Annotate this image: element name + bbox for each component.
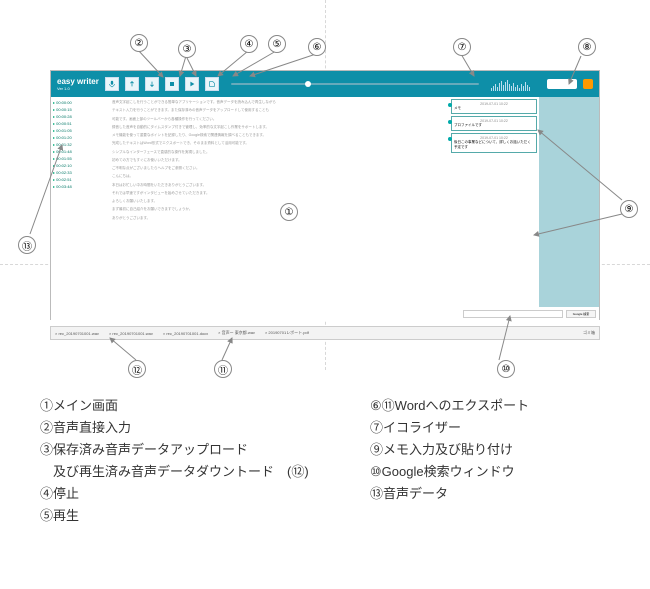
timestamp-item[interactable]: 00:00:00 — [53, 99, 107, 106]
file-tab[interactable]: rec_20190701001.wav — [109, 331, 153, 336]
memo-item[interactable]: 2019-07-01 10:22後日この事業などについて、詳しくお話いただく予定… — [451, 133, 537, 153]
timestamp-sidebar: 00:00:0000:00:1500:00:2800:00:5100:01:05… — [51, 97, 109, 307]
callout-1: ① — [280, 203, 298, 221]
stop-button[interactable] — [165, 77, 179, 91]
timestamp-item[interactable]: 00:01:48 — [53, 148, 107, 155]
equalizer — [491, 77, 541, 91]
main-editor[interactable]: 音声文字起こしを行うことができる簡単なアプリケーションです。音声データを読み込ん… — [109, 97, 449, 307]
timestamp-item[interactable]: 00:00:28 — [53, 113, 107, 120]
notify-icon[interactable] — [583, 79, 593, 89]
download-button[interactable] — [145, 77, 159, 91]
memo-panel: 2019-07-01 10:22メモ 2019-07-01 10:22プロファイル… — [449, 97, 539, 307]
callout-3: ③ — [178, 40, 196, 58]
callout-4: ④ — [240, 35, 258, 53]
trash-button[interactable]: ゴミ箱 — [583, 330, 595, 336]
app-logo: easy writer — [57, 78, 99, 86]
google-search-button[interactable]: Google 検索 — [566, 310, 596, 318]
user-chip[interactable] — [547, 79, 577, 89]
timestamp-item[interactable]: 00:02:51 — [53, 176, 107, 183]
timestamp-item[interactable]: 00:03:48 — [53, 183, 107, 190]
legend-right: ⑥⑪Wordへのエクスポート⑦イコライザー⑨メモ入力及び貼り付け⑩Google検… — [370, 395, 529, 505]
callout-9: ⑨ — [620, 200, 638, 218]
timestamp-item[interactable]: 00:00:15 — [53, 106, 107, 113]
timestamp-item[interactable]: 00:01:20 — [53, 134, 107, 141]
callout-12: ⑫ — [128, 360, 146, 378]
callout-2: ② — [130, 34, 148, 52]
app-version: Ver 1.0 — [57, 86, 99, 91]
search-input[interactable] — [463, 310, 563, 318]
callout-6: ⑥ — [308, 38, 326, 56]
memo-item[interactable]: 2019-07-01 10:22メモ — [451, 99, 537, 114]
play-button[interactable] — [185, 77, 199, 91]
topbar: easy writer Ver 1.0 — [51, 71, 599, 97]
timestamp-item[interactable]: 00:01:55 — [53, 155, 107, 162]
timestamp-item[interactable]: 00:00:51 — [53, 120, 107, 127]
callout-10: ⑩ — [497, 360, 515, 378]
file-bar: rec_20190701001.wav rec_20190701001.wav re… — [50, 326, 600, 340]
memo-item[interactable]: 2019-07-01 10:22プロファイルです — [451, 116, 537, 131]
callout-5: ⑤ — [268, 35, 286, 53]
callout-7: ⑦ — [453, 38, 471, 56]
timestamp-item[interactable]: 00:02:10 — [53, 162, 107, 169]
search-row: Google 検索 — [51, 307, 599, 321]
file-tab[interactable]: rec_20190701001.docx — [163, 331, 208, 336]
file-tab[interactable]: rec_20190701001.wav — [55, 331, 99, 336]
timestamp-item[interactable]: 00:02:33 — [53, 169, 107, 176]
seek-slider[interactable] — [231, 83, 479, 85]
callout-13: ⑬ — [18, 236, 36, 254]
upload-button[interactable] — [125, 77, 139, 91]
timestamp-item[interactable]: 00:01:32 — [53, 141, 107, 148]
mic-button[interactable] — [105, 77, 119, 91]
timestamp-item[interactable]: 00:01:05 — [53, 127, 107, 134]
app-window: easy writer Ver 1.0 00:00:0000:00:1500:0… — [50, 70, 600, 320]
callout-8: ⑧ — [578, 38, 596, 56]
file-tab[interactable]: 20190701レポート.pdf — [265, 330, 309, 336]
file-tab[interactable]: 音声ー 東京都.wav — [218, 330, 255, 336]
legend-left: ①メイン画面②音声直接入力③保存済み音声データアップロード 及び再生済み音声デー… — [40, 395, 309, 528]
export-button[interactable] — [205, 77, 219, 91]
callout-11: ⑪ — [214, 360, 232, 378]
side-panel — [539, 97, 599, 307]
